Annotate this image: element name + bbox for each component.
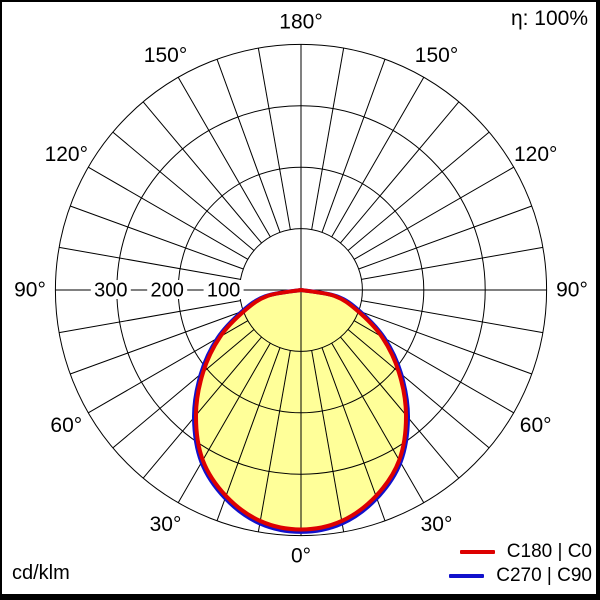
angle-label: 60° bbox=[50, 414, 82, 437]
grid-radial-line bbox=[321, 347, 386, 521]
grid-radial-line bbox=[59, 246, 241, 280]
legend: C180 | C0 C270 | C90 bbox=[449, 541, 592, 587]
legend-swatch-blue bbox=[449, 574, 485, 578]
grid-radial-line bbox=[257, 48, 291, 230]
ring-value-label: 300 bbox=[94, 280, 127, 302]
grid-radial-line bbox=[257, 350, 291, 532]
angle-label: 30° bbox=[150, 513, 182, 536]
angle-label: 180° bbox=[279, 11, 322, 34]
angle-label: 120° bbox=[514, 143, 557, 166]
grid-radial-line bbox=[340, 336, 460, 479]
grid-radial-line bbox=[70, 310, 244, 375]
grid-radial-line bbox=[142, 336, 262, 479]
grid-radial-line bbox=[347, 131, 490, 251]
grid-radial-line bbox=[311, 48, 345, 230]
grid-radial-line bbox=[177, 342, 271, 503]
angle-label: 90° bbox=[556, 279, 588, 302]
grid-radial-line bbox=[311, 350, 345, 532]
ring-label-bg bbox=[203, 280, 244, 299]
distribution-curve bbox=[193, 288, 409, 532]
angle-label: 150° bbox=[415, 44, 458, 67]
grid-radial-line bbox=[340, 101, 460, 244]
legend-item-c270-c90: C270 | C90 bbox=[449, 565, 592, 587]
ring-value-label: 200 bbox=[151, 280, 184, 302]
grid-radial-line bbox=[59, 300, 241, 334]
angle-label: 90° bbox=[14, 279, 46, 302]
grid-radial-line bbox=[112, 329, 255, 449]
angle-label: 120° bbox=[45, 143, 88, 166]
grid-radial-line bbox=[358, 310, 532, 375]
ring-value-label: 100 bbox=[207, 280, 240, 302]
angle-label: 150° bbox=[144, 44, 187, 67]
grid-radial-line bbox=[358, 205, 532, 270]
grid-radial-line bbox=[177, 77, 271, 238]
grid-radial-line bbox=[331, 342, 425, 503]
legend-swatch-red bbox=[459, 550, 495, 554]
grid-radial-line bbox=[347, 329, 490, 449]
grid-radial-line bbox=[142, 101, 262, 244]
grid-radial-line bbox=[361, 246, 543, 280]
grid-radial-line bbox=[353, 166, 514, 260]
grid-radial-line bbox=[70, 205, 244, 270]
grid-radial-line bbox=[331, 77, 425, 238]
angle-label: 30° bbox=[421, 513, 453, 536]
ring-label-bg bbox=[147, 280, 188, 299]
grid-radial-line bbox=[112, 131, 255, 251]
grid-radial-line bbox=[361, 300, 543, 334]
grid-radial-line bbox=[216, 347, 281, 521]
legend-label-c180-c0: C180 | C0 bbox=[506, 541, 592, 562]
unit-label: cd/klm bbox=[12, 562, 70, 584]
ring-label-bg bbox=[90, 280, 131, 299]
grid-radial-line bbox=[88, 166, 249, 260]
grid-radial-line bbox=[216, 59, 281, 233]
legend-item-c180-c0: C180 | C0 bbox=[459, 541, 592, 563]
grid-radial-line bbox=[321, 59, 386, 233]
efficiency-label: η: 100% bbox=[510, 7, 588, 30]
angle-label: 0° bbox=[291, 545, 311, 568]
angle-label: 60° bbox=[520, 414, 552, 437]
legend-label-c270-c90: C270 | C90 bbox=[496, 565, 592, 586]
